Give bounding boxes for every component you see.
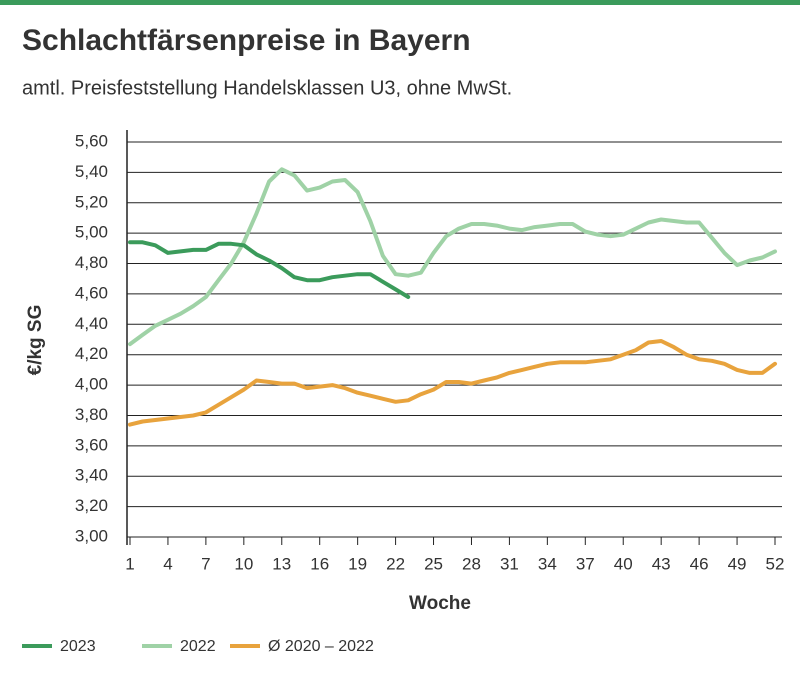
y-tick-label: 3,40: [75, 466, 108, 485]
x-tick-label: 40: [614, 554, 633, 573]
x-tick-label: 7: [201, 554, 210, 573]
x-tick-label: 28: [462, 554, 481, 573]
x-tick-label: 13: [272, 554, 291, 573]
y-tick-label: 3,20: [75, 496, 108, 515]
x-tick-label: 4: [163, 554, 172, 573]
x-tick-label: 25: [424, 554, 443, 573]
series-line: [128, 167, 777, 347]
y-tick-label: 4,80: [75, 253, 108, 272]
x-tick-label: 22: [386, 554, 405, 573]
x-tick-label: 52: [766, 554, 785, 573]
x-tick-label: 46: [690, 554, 709, 573]
x-tick-label: 37: [576, 554, 595, 573]
legend-label: 2022: [180, 638, 216, 655]
x-tick-label: 19: [348, 554, 367, 573]
x-tick-label: 31: [500, 554, 519, 573]
series-line: [128, 240, 411, 299]
x-tick-label: 43: [652, 554, 671, 573]
y-tick-label: 5,00: [75, 223, 108, 242]
chart-title: Schlachtfärsenpreise in Bayern: [22, 24, 471, 57]
y-tick-label: 4,60: [75, 283, 108, 302]
x-tick-label: 1: [125, 554, 134, 573]
series-line: [128, 339, 777, 427]
top-bar: [0, 0, 800, 5]
x-tick-label: 49: [728, 554, 747, 573]
x-tick-label: 16: [310, 554, 329, 573]
y-axis-label: €/kg SG: [25, 305, 46, 376]
y-tick-label: 5,40: [75, 162, 108, 181]
x-tick-label: 34: [538, 554, 557, 573]
legend-label: 2023: [60, 638, 96, 655]
chart-subtitle: amtl. Preisfeststellung Handelsklassen U…: [22, 77, 512, 99]
y-tick-label: 5,20: [75, 192, 108, 211]
x-tick-label: 10: [234, 554, 253, 573]
y-tick-label: 3,80: [75, 405, 108, 424]
legend-label: Ø 2020 – 2022: [268, 638, 374, 655]
y-tick-label: 3,00: [75, 526, 108, 545]
y-tick-label: 3,60: [75, 435, 108, 454]
y-tick-label: 4,40: [75, 314, 108, 333]
x-axis-label: Woche: [409, 593, 471, 614]
y-tick-label: 5,60: [75, 131, 108, 150]
y-tick-label: 4,00: [75, 375, 108, 394]
y-tick-label: 4,20: [75, 344, 108, 363]
